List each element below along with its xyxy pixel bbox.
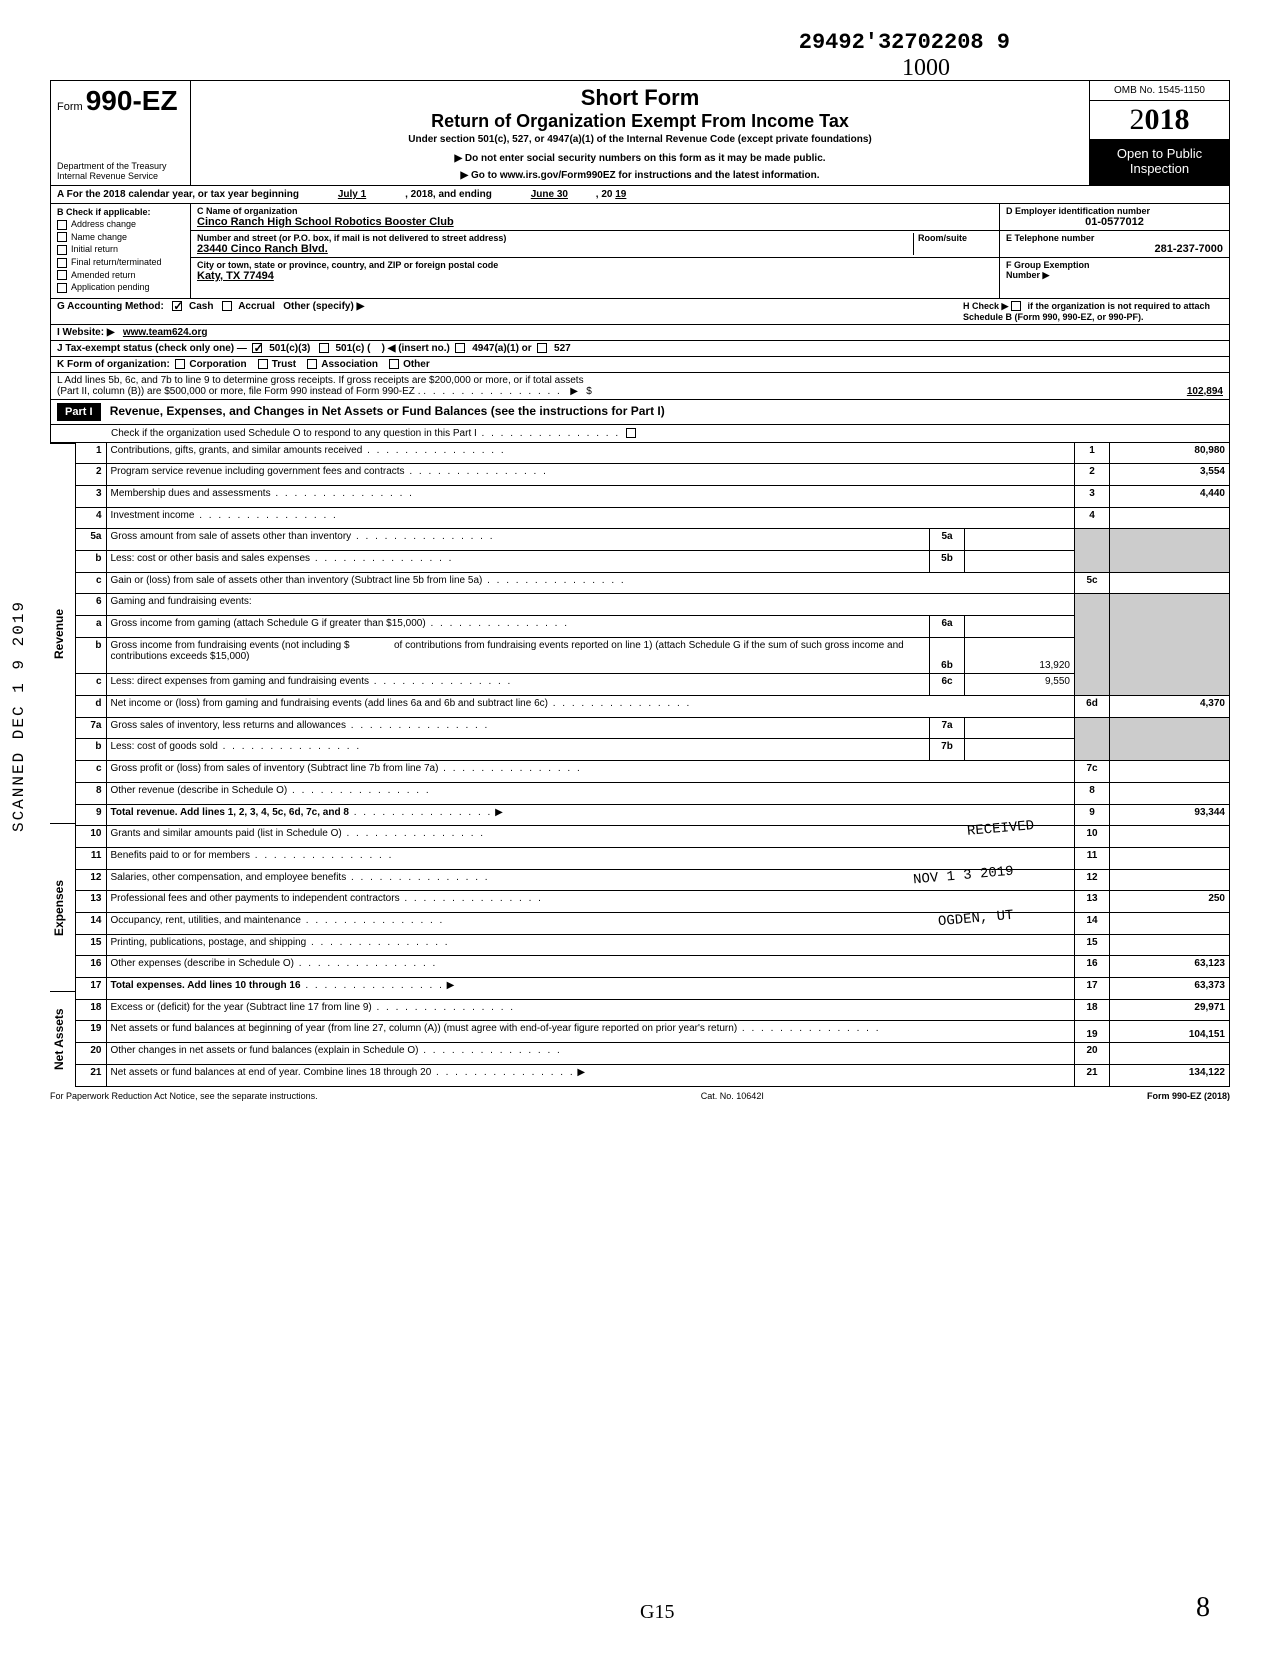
chk-initial-return[interactable] (57, 245, 67, 255)
row-a-tax-year: A For the 2018 calendar year, or tax yea… (50, 186, 1230, 204)
group-exemption-number: Number ▶ (1006, 270, 1223, 281)
org-address: 23440 Cinco Ranch Blvd. (197, 243, 913, 255)
scanned-stamp: SCANNED DEC 1 9 2019 (10, 600, 28, 832)
ein-label: D Employer identification number (1006, 206, 1223, 216)
chk-assoc[interactable] (307, 359, 317, 369)
form-prefix: Form (57, 101, 83, 113)
title-public: ▶ Do not enter social security numbers o… (201, 153, 1079, 164)
row-l: L Add lines 5b, 6c, and 7b to line 9 to … (50, 373, 1230, 400)
part1-check-row: Check if the organization used Schedule … (50, 425, 1230, 443)
stamp-number: 29492'32702208 9 (799, 30, 1010, 55)
netassets-label: Net Assets (50, 991, 76, 1087)
gross-receipts: 102,894 (1103, 386, 1223, 397)
chk-501c[interactable] (319, 343, 329, 353)
row-i: I Website: ▶ www.team624.org (50, 325, 1230, 341)
website: www.team624.org (123, 327, 208, 338)
revenue-label: Revenue (50, 443, 76, 823)
chk-4947[interactable] (455, 343, 465, 353)
chk-accrual[interactable] (222, 301, 232, 311)
chk-527[interactable] (537, 343, 547, 353)
main-info-block: B Check if applicable: Address change Na… (50, 204, 1230, 299)
title-goto: ▶ Go to www.irs.gov/Form990EZ for instru… (201, 170, 1079, 181)
lines-table: 1Contributions, gifts, grants, and simil… (76, 443, 1230, 1087)
org-city: Katy, TX 77494 (197, 270, 993, 282)
row-j: J Tax-exempt status (check only one) — 5… (50, 341, 1230, 357)
bottom-hand-g15: G15 (640, 1601, 674, 1624)
title-short: Short Form (201, 85, 1079, 111)
footer-left: For Paperwork Reduction Act Notice, see … (50, 1091, 318, 1101)
col-b-header: B Check if applicable: (57, 207, 184, 217)
footer-mid: Cat. No. 10642I (701, 1091, 764, 1101)
city-label: City or town, state or province, country… (197, 260, 993, 270)
dept-irs: Internal Revenue Service (57, 171, 184, 181)
chk-cash[interactable] (172, 301, 182, 311)
expenses-label: Expenses (50, 823, 76, 991)
chk-corp[interactable] (175, 359, 185, 369)
chk-schedule-b[interactable] (1011, 301, 1021, 311)
chk-trust[interactable] (258, 359, 268, 369)
part1-header-row: Part I Revenue, Expenses, and Changes in… (50, 400, 1230, 425)
chk-final-return[interactable] (57, 258, 67, 268)
org-name: Cinco Ranch High School Robotics Booster… (197, 216, 993, 228)
omb-number: OMB No. 1545-1150 (1090, 81, 1229, 101)
part1-title: Revenue, Expenses, and Changes in Net As… (110, 404, 665, 418)
bottom-hand-8: 8 (1196, 1592, 1210, 1624)
chk-name-change[interactable] (57, 232, 67, 242)
form-header: Form 990-EZ Department of the Treasury I… (50, 80, 1230, 186)
chk-schedule-o[interactable] (626, 428, 636, 438)
phone-value: 281-237-7000 (1006, 243, 1223, 255)
row-k: K Form of organization: Corporation Trus… (50, 357, 1230, 373)
group-exemption-label: F Group Exemption (1006, 260, 1223, 270)
addr-label: Number and street (or P.O. box, if mail … (197, 233, 913, 243)
chk-501c3[interactable] (252, 343, 262, 353)
part1-label: Part I (57, 403, 101, 421)
chk-pending[interactable] (57, 283, 67, 293)
ein-value: 01-0577012 (1006, 216, 1223, 228)
dept-treasury: Department of the Treasury (57, 161, 184, 171)
room-label: Room/suite (918, 233, 993, 243)
row-g-h: G Accounting Method: Cash Accrual Other … (50, 299, 1230, 325)
chk-amended[interactable] (57, 270, 67, 280)
footer: For Paperwork Reduction Act Notice, see … (50, 1087, 1230, 1105)
form-name: 990-EZ (86, 85, 178, 116)
title-return: Return of Organization Exempt From Incom… (201, 111, 1079, 132)
phone-label: E Telephone number (1006, 233, 1223, 243)
chk-other-org[interactable] (389, 359, 399, 369)
tax-year: 2018 (1090, 101, 1229, 140)
title-under: Under section 501(c), 527, or 4947(a)(1)… (201, 134, 1079, 145)
chk-address-change[interactable] (57, 220, 67, 230)
handwritten-top: 1000 (902, 55, 950, 82)
open-public: Open to Public Inspection (1090, 140, 1229, 185)
org-name-label: C Name of organization (197, 206, 993, 216)
footer-right: Form 990-EZ (2018) (1147, 1091, 1230, 1101)
